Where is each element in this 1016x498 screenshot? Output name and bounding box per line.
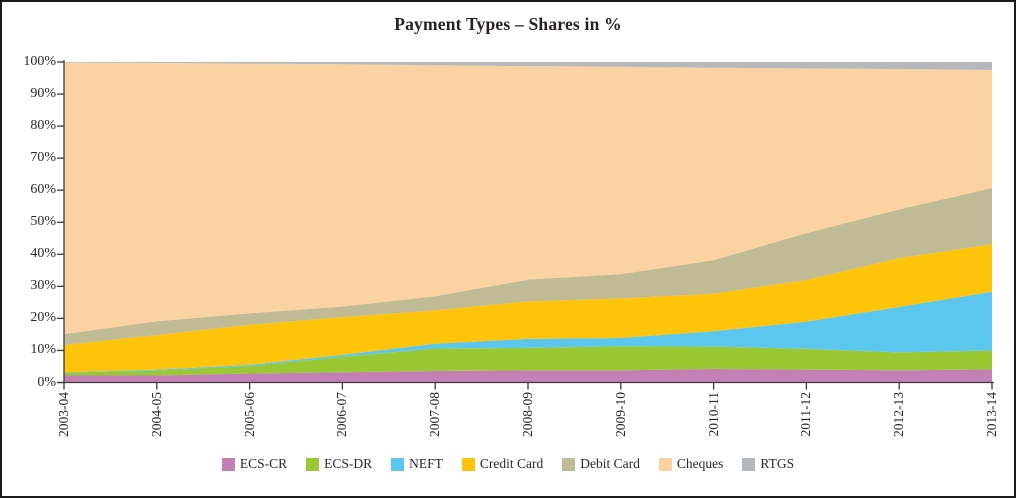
x-tick-label: 2006-07 bbox=[334, 392, 350, 437]
x-tick-label: 2005-06 bbox=[241, 392, 257, 437]
legend-label: RTGS bbox=[760, 456, 795, 471]
y-tick-label: 80% bbox=[30, 118, 56, 134]
legend-swatch-icon bbox=[562, 457, 576, 471]
area-debit-card bbox=[64, 187, 992, 346]
legend-label: Cheques bbox=[676, 456, 724, 471]
y-tick-label: 70% bbox=[30, 150, 56, 166]
area-neft bbox=[64, 291, 992, 373]
legend-swatch-icon bbox=[742, 457, 756, 471]
y-tick-label: 90% bbox=[30, 86, 56, 102]
legend-item-credit-card: Credit Card bbox=[461, 456, 544, 472]
legend-label: Debit Card bbox=[580, 456, 640, 471]
chart-title: Payment Types – Shares in % bbox=[394, 14, 622, 34]
legend: ECS-CR ECS-DR NEFT Credit Card Debit Card Che… bbox=[2, 456, 1014, 472]
x-tick-label: 2009-10 bbox=[612, 392, 628, 437]
x-tick-label: 2011-12 bbox=[798, 392, 814, 437]
x-tick-label: 2007-08 bbox=[427, 392, 443, 437]
x-tick-label: 2003-04 bbox=[56, 392, 71, 437]
y-tick-label: 30% bbox=[30, 278, 56, 294]
legend-swatch-icon bbox=[658, 457, 672, 471]
legend-swatch-icon bbox=[461, 457, 475, 471]
legend-item-debit-card: Debit Card bbox=[562, 456, 640, 472]
legend-label: ECS-CR bbox=[239, 456, 288, 471]
legend-item-rtgs: RTGS bbox=[742, 456, 794, 472]
legend-swatch-icon bbox=[306, 457, 320, 471]
legend-swatch-icon bbox=[221, 457, 235, 471]
y-tick-label: 40% bbox=[30, 246, 56, 262]
y-tick-label: 0% bbox=[37, 374, 56, 390]
legend-label: NEFT bbox=[409, 456, 443, 471]
area-credit-card bbox=[64, 244, 992, 373]
area-ecs-dr bbox=[64, 346, 992, 376]
x-tick-label: 2010-11 bbox=[705, 392, 721, 437]
y-tick-label: 100% bbox=[23, 54, 56, 69]
legend-item-neft: NEFT bbox=[391, 456, 443, 472]
x-tick-label: 2004-05 bbox=[148, 392, 164, 437]
legend-label: Credit Card bbox=[479, 456, 544, 471]
y-tick-label: 20% bbox=[30, 310, 56, 326]
x-tick-label: 2008-09 bbox=[520, 392, 535, 437]
legend-item-ecs-dr: ECS-DR bbox=[306, 456, 372, 472]
y-tick-label: 50% bbox=[30, 214, 56, 230]
y-tick-label: 10% bbox=[30, 342, 56, 358]
legend-label: ECS-DR bbox=[324, 456, 373, 471]
x-tick-label: 2012-13 bbox=[891, 392, 907, 437]
legend-item-ecs-cr: ECS-CR bbox=[221, 456, 288, 472]
area-rtgs bbox=[64, 62, 992, 71]
legend-swatch-icon bbox=[391, 457, 405, 471]
legend-item-cheques: Cheques bbox=[658, 456, 724, 472]
area-cheques bbox=[64, 62, 992, 335]
area-ecs-cr bbox=[64, 369, 992, 383]
y-tick-label: 60% bbox=[30, 182, 56, 198]
x-tick-label: 2013-14 bbox=[984, 392, 999, 437]
